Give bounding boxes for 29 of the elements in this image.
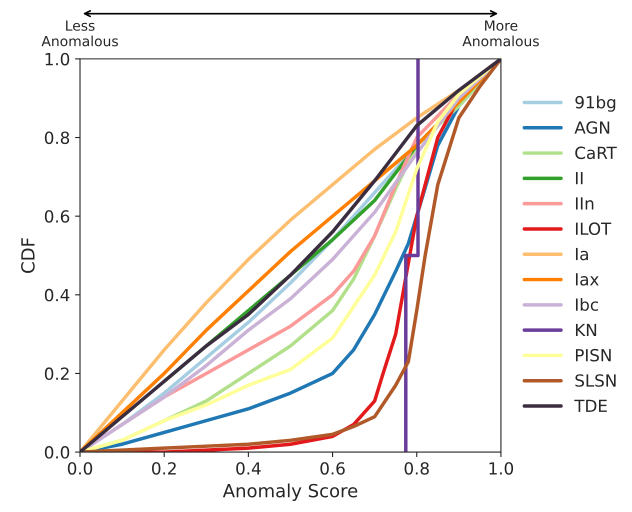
y-tick-label: 0.0	[44, 446, 70, 459]
x-tick-label: 0.8	[404, 462, 429, 475]
x-tick-label: 0.4	[236, 462, 261, 475]
x-axis-title: Anomaly Score	[222, 484, 358, 501]
legend-label: II	[576, 172, 583, 184]
y-tick-label: 0.2	[44, 367, 69, 380]
text: More Anomalous	[462, 20, 539, 46]
legend-label: CaRT	[575, 146, 617, 160]
y-tick-label: 0.6	[44, 210, 70, 223]
legend-label: IIn	[576, 197, 594, 210]
y-tick-label: 1.0	[46, 52, 70, 66]
legend-label: Iax	[576, 273, 599, 286]
legend-label: Ibc	[576, 298, 598, 311]
y-tick-label: 0.8	[44, 131, 70, 144]
legend-label: Ia	[576, 248, 588, 260]
x-tick-label: 0.6	[320, 462, 345, 475]
x-tick-label: 0.2	[152, 462, 176, 475]
legend-label: SLSN	[575, 374, 616, 387]
legend-label: PISN	[576, 348, 611, 362]
legend-label: 91bg	[575, 96, 616, 112]
legend-label: KN	[576, 324, 596, 336]
x-tick-label: 1.0	[490, 462, 514, 475]
legend-label: AGN	[574, 121, 610, 134]
x-tick-label: 0.0	[68, 462, 92, 475]
legend-label: TDE	[574, 400, 607, 412]
legend-label: ILOT	[576, 222, 612, 236]
y-tick-label: 0.4	[44, 288, 70, 302]
text: Less Anomalous	[42, 20, 118, 46]
y-axis-title: CDF	[21, 238, 35, 273]
